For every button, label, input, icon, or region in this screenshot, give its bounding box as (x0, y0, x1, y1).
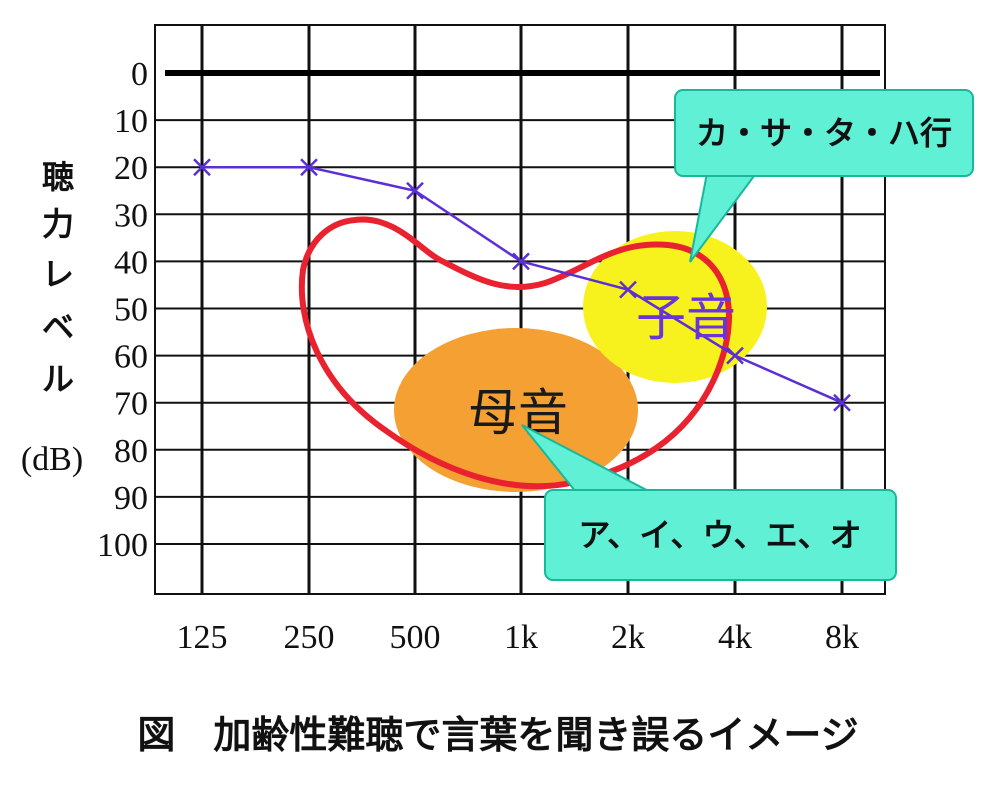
data-point-8k (833, 393, 851, 412)
x-tick-500: 500 (390, 619, 441, 656)
vowel-label: 母音 (468, 384, 568, 442)
y-axis-label-char-5: ル (42, 360, 74, 398)
marker-stroke-b (833, 393, 851, 412)
y-axis-unit: (dB) (21, 441, 83, 478)
speech-range-boundary (298, 216, 732, 490)
y-tick-40: 40 (114, 244, 148, 281)
callout-consonants-box (674, 89, 974, 177)
x-tick-labels: 125 250 500 1k 2k 4k 8k (177, 619, 860, 656)
marker-stroke-b (300, 158, 318, 177)
callout-vowels-text: ア、イ、ウ、エ、オ (578, 516, 861, 554)
data-point-250 (300, 158, 318, 177)
marker-stroke-b (512, 252, 530, 271)
callout-consonants-text: カ・サ・タ・ハ行 (696, 114, 952, 152)
y-tick-100: 100 (97, 527, 148, 564)
y-tick-70: 70 (114, 386, 148, 423)
data-point-500 (406, 181, 424, 200)
data-point-2k (619, 280, 637, 299)
x-tick-4k: 4k (718, 619, 752, 656)
y-tick-10: 10 (114, 103, 148, 140)
data-point-1k (512, 252, 530, 271)
x-tick-2k: 2k (611, 619, 645, 656)
consonant-label: 子音 (636, 289, 736, 347)
y-tick-80: 80 (114, 433, 148, 470)
y-tick-20: 20 (114, 150, 148, 187)
series-layer (193, 158, 851, 412)
y-axis-label-char-4: ベ (42, 308, 74, 346)
y-axis-label-char-3: レ (42, 255, 74, 293)
x-tick-8k: 8k (825, 619, 859, 656)
x-tick-250: 250 (284, 619, 335, 656)
y-axis-label-char-2: 力 (42, 205, 74, 243)
y-axis-label-char-1: 聴 (42, 158, 74, 196)
callout-vowels: ア、イ、ウ、エ、オ (521, 424, 897, 581)
marker-stroke-b (619, 280, 637, 299)
consonant-region (583, 231, 767, 383)
marker-stroke-b (406, 181, 424, 200)
y-tick-0: 0 (131, 56, 148, 93)
y-tick-labels: 0 10 20 30 40 50 60 70 80 90 100 (97, 56, 148, 564)
callout-consonants: カ・サ・タ・ハ行 (674, 89, 974, 263)
y-tick-50: 50 (114, 292, 148, 329)
y-tick-90: 90 (114, 480, 148, 517)
x-tick-125: 125 (177, 619, 228, 656)
data-point-125 (193, 158, 211, 177)
y-tick-60: 60 (114, 339, 148, 376)
callout-vowels-box (544, 489, 897, 581)
x-tick-1k: 1k (504, 619, 538, 656)
y-tick-30: 30 (114, 197, 148, 234)
data-point-4k (726, 346, 744, 365)
vowel-region (394, 328, 638, 492)
marker-stroke-b (193, 158, 211, 177)
marker-stroke-b (726, 346, 744, 365)
figure-caption: 図 加齢性難聴で言葉を聞き誤るイメージ (137, 713, 858, 757)
